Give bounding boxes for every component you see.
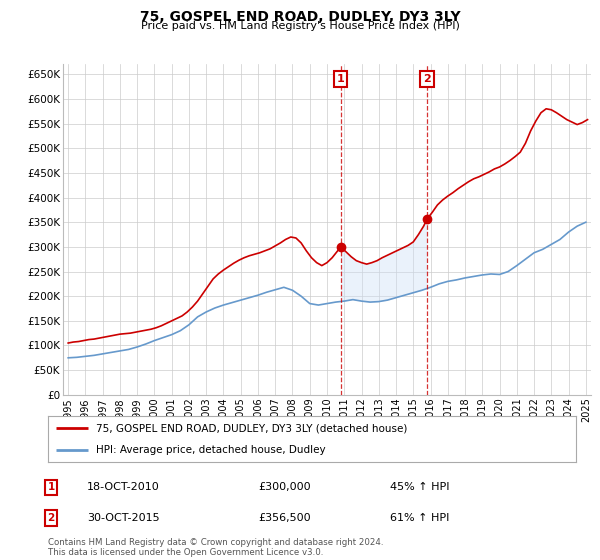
Text: 30-OCT-2015: 30-OCT-2015	[87, 513, 160, 523]
Text: 2: 2	[423, 74, 431, 84]
Text: Price paid vs. HM Land Registry's House Price Index (HPI): Price paid vs. HM Land Registry's House …	[140, 21, 460, 31]
Text: 75, GOSPEL END ROAD, DUDLEY, DY3 3LY: 75, GOSPEL END ROAD, DUDLEY, DY3 3LY	[140, 10, 460, 24]
Text: 61% ↑ HPI: 61% ↑ HPI	[390, 513, 449, 523]
Text: 1: 1	[47, 482, 55, 492]
Text: HPI: Average price, detached house, Dudley: HPI: Average price, detached house, Dudl…	[95, 445, 325, 455]
Text: £356,500: £356,500	[258, 513, 311, 523]
Text: 2: 2	[47, 513, 55, 523]
Text: 18-OCT-2010: 18-OCT-2010	[87, 482, 160, 492]
Text: 45% ↑ HPI: 45% ↑ HPI	[390, 482, 449, 492]
Text: 75, GOSPEL END ROAD, DUDLEY, DY3 3LY (detached house): 75, GOSPEL END ROAD, DUDLEY, DY3 3LY (de…	[95, 423, 407, 433]
Text: Contains HM Land Registry data © Crown copyright and database right 2024.
This d: Contains HM Land Registry data © Crown c…	[48, 538, 383, 557]
Text: 1: 1	[337, 74, 344, 84]
Text: £300,000: £300,000	[258, 482, 311, 492]
